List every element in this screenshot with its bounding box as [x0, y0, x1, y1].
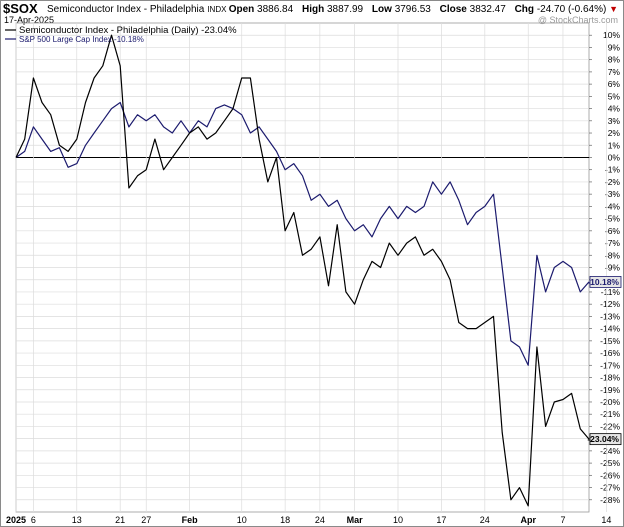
- y-tick-label: -5%: [605, 214, 621, 224]
- x-tick-label: 13: [72, 515, 82, 525]
- y-tick-label: 1%: [608, 140, 621, 150]
- y-tick-label: -2%: [605, 177, 621, 187]
- high-label: High: [301, 4, 325, 15]
- last-value-badge: [589, 433, 622, 446]
- last-value-label: -10.18%: [587, 277, 619, 287]
- x-tick-label: 7: [560, 515, 565, 525]
- y-tick-label: -25%: [600, 458, 620, 468]
- x-tick-label: 10: [393, 515, 403, 525]
- change-label: Chg: [514, 4, 535, 15]
- y-tick-label: 5%: [608, 91, 621, 101]
- y-tick-label: -28%: [600, 495, 620, 505]
- x-tick-label: 27: [141, 515, 151, 525]
- y-tick-label: -21%: [600, 409, 620, 419]
- y-tick-label: -14%: [600, 324, 620, 334]
- low-label: Low: [371, 4, 392, 15]
- x-tick-label: 17: [436, 515, 446, 525]
- y-tick-label: 2%: [608, 128, 621, 138]
- quote-summary: Open 3886.84 High 3887.99 Low 3796.53 Cl…: [223, 4, 618, 15]
- x-tick-label: 6: [31, 515, 36, 525]
- y-tick-label: -9%: [605, 263, 621, 273]
- x-tick-label: 21: [115, 515, 125, 525]
- y-tick-label: -27%: [600, 483, 620, 493]
- x-tick-label: Mar: [347, 515, 364, 525]
- change-down-icon: ▼: [609, 4, 618, 14]
- y-tick-label: -24%: [600, 446, 620, 456]
- y-tick-label: -26%: [600, 470, 620, 480]
- ticker-symbol: $SOX: [3, 1, 38, 16]
- y-tick-label: -12%: [600, 299, 620, 309]
- y-tick-label: 10%: [603, 30, 620, 40]
- legend-label: Semiconductor Index - Philadelphia (Dail…: [19, 25, 237, 36]
- exchange-label: INDX: [207, 5, 227, 14]
- legend-label: S&P 500 Large Cap Index -10.18%: [19, 35, 144, 44]
- low-value: 3796.53: [394, 4, 431, 15]
- y-tick-label: -20%: [600, 397, 620, 407]
- x-tick-label: 24: [480, 515, 490, 525]
- y-tick-label: -11%: [601, 287, 621, 297]
- series-line: [15, 34, 590, 507]
- watermark: @ StockCharts.com: [537, 15, 618, 25]
- y-tick-label: -13%: [600, 311, 620, 321]
- change-value: -24.70 (-0.64%): [536, 4, 607, 15]
- y-tick-label: -3%: [605, 189, 621, 199]
- last-value-label: -23.04%: [587, 434, 619, 444]
- y-tick-label: 4%: [608, 104, 621, 114]
- open-label: Open: [228, 4, 255, 15]
- close-label: Close: [439, 4, 467, 15]
- last-value-badge: [589, 276, 622, 288]
- y-tick-label: -1%: [605, 165, 621, 175]
- x-tick-label: 24: [315, 515, 325, 525]
- open-value: 3886.84: [257, 4, 294, 15]
- x-tick-label: 18: [280, 515, 290, 525]
- series-line: [15, 101, 590, 366]
- y-tick-label: 0%: [608, 152, 621, 162]
- y-tick-label: -6%: [605, 226, 621, 236]
- y-tick-label: -18%: [600, 373, 620, 383]
- y-tick-label: -4%: [605, 201, 621, 211]
- chart-date: 17-Apr-2025: [4, 15, 55, 25]
- high-value: 3887.99: [326, 4, 364, 15]
- y-tick-label: -16%: [600, 348, 620, 358]
- y-tick-label: 8%: [608, 55, 621, 65]
- y-tick-label: -17%: [600, 360, 620, 370]
- chart-title-text: Semiconductor Index - Philadelphia: [47, 4, 205, 15]
- x-tick-label: Apr: [520, 515, 536, 525]
- x-tick-label: 2025: [6, 515, 26, 525]
- y-tick-label: 7%: [608, 67, 621, 77]
- x-tick-label: 14: [601, 515, 611, 525]
- y-tick-label: -7%: [605, 238, 621, 248]
- close-value: 3832.47: [469, 4, 506, 15]
- x-tick-label: Feb: [182, 515, 199, 525]
- y-tick-label: -22%: [600, 421, 620, 431]
- y-tick-label: 3%: [608, 116, 621, 126]
- chart-title: Semiconductor Index - Philadelphia INDX: [47, 4, 226, 15]
- x-tick-label: 10: [237, 515, 247, 525]
- y-tick-label: -8%: [605, 250, 621, 260]
- y-tick-label: -15%: [600, 336, 620, 346]
- y-tick-label: 9%: [608, 42, 621, 52]
- y-tick-label: -19%: [600, 385, 620, 395]
- y-tick-label: 6%: [608, 79, 621, 89]
